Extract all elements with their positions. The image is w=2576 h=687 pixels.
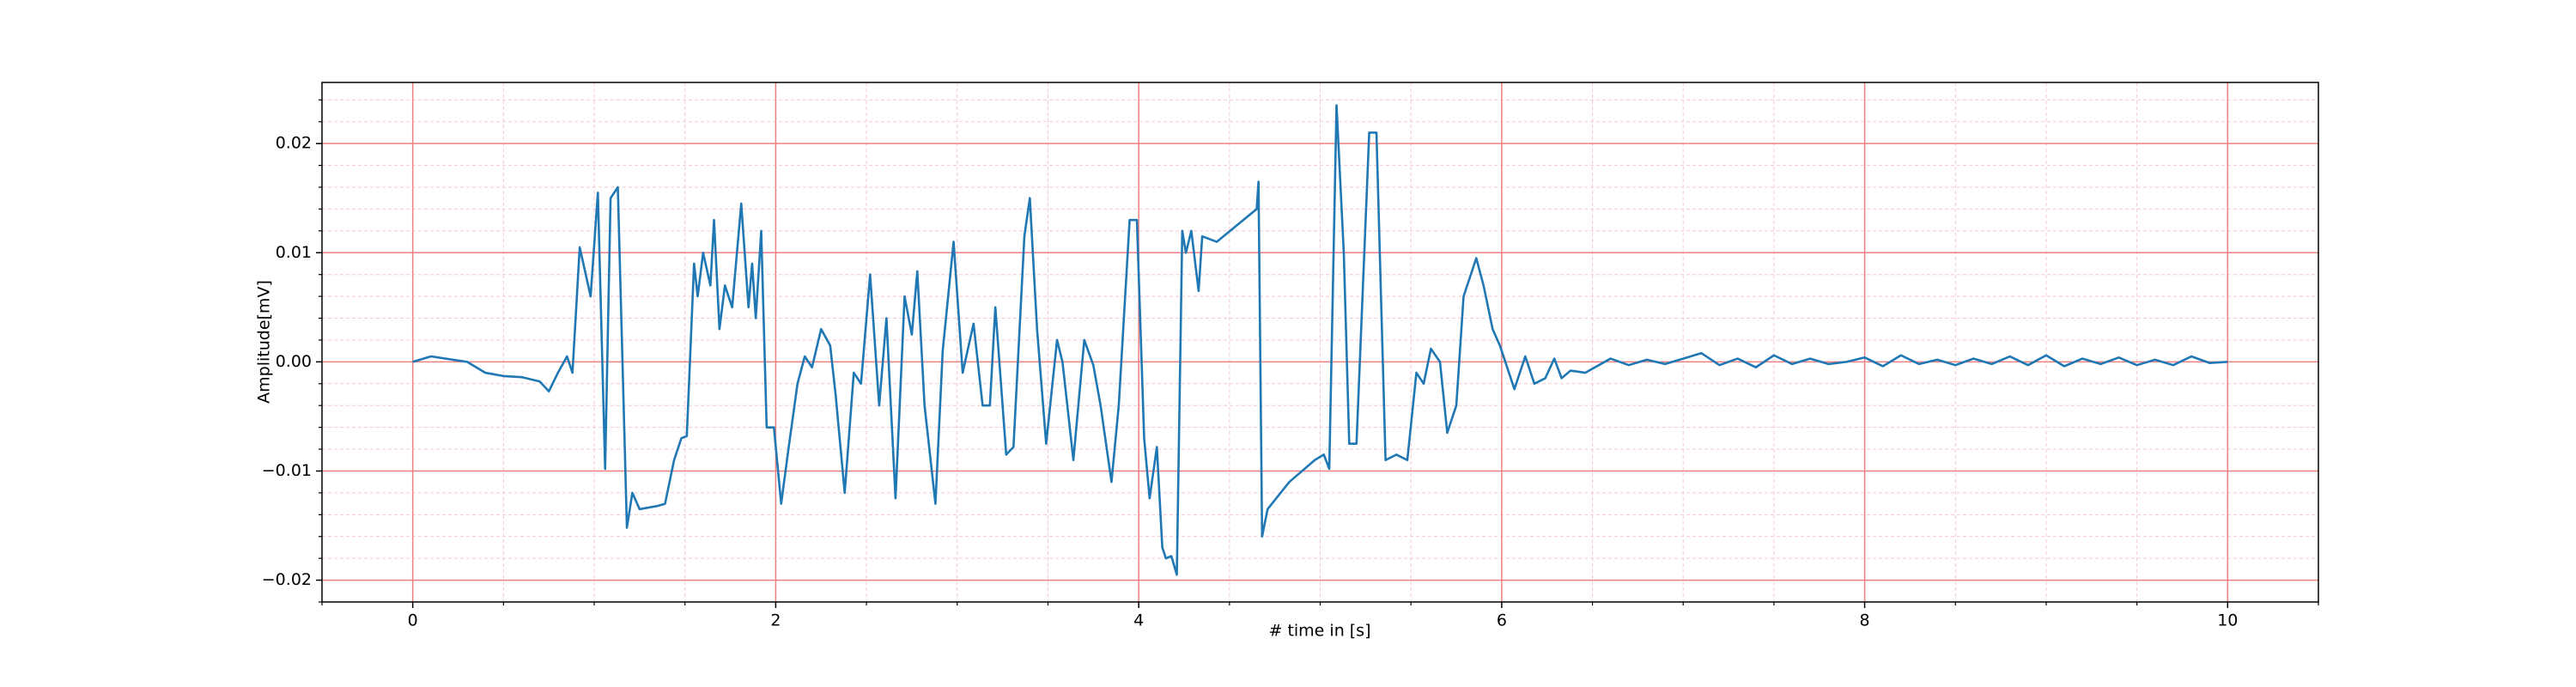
y-axis-label: Amplitude[mV] <box>255 280 274 404</box>
plot-frame <box>321 82 2319 603</box>
y-tick-label: 0.02 <box>276 134 312 153</box>
x-axis-label: # time in [s] <box>1268 622 1370 641</box>
y-tick-label: −0.01 <box>262 461 312 480</box>
x-tick-label: 10 <box>2217 611 2238 630</box>
y-tick-label: −0.02 <box>262 570 312 589</box>
y-tick-label: 0.01 <box>276 243 312 262</box>
x-tick-label: 6 <box>1497 611 1507 630</box>
x-tick-label: 4 <box>1133 611 1144 630</box>
x-tick-label: 8 <box>1860 611 1870 630</box>
y-tick-label: 0.00 <box>276 352 312 371</box>
signal-line <box>412 104 2228 576</box>
x-tick-label: 0 <box>408 611 418 630</box>
x-tick-label: 2 <box>770 611 781 630</box>
